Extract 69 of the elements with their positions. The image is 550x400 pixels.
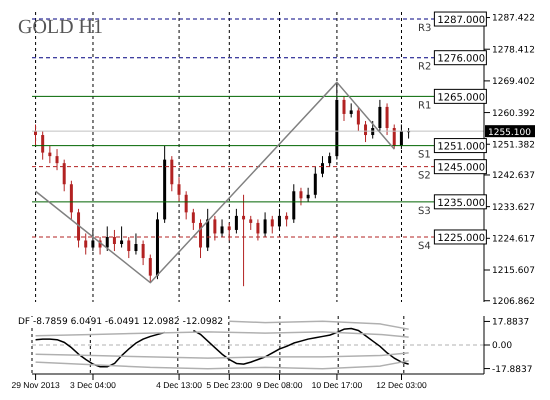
ref-line-label: R1 (418, 100, 432, 112)
y-tick-label: 1269.402 (492, 77, 535, 88)
candlestick (270, 215, 274, 234)
chart-title: DF -8.7859 6.0491 -6.0491 12.0982 -12.0982 (18, 317, 224, 327)
annotation: 1245.000 (437, 162, 486, 174)
candlestick (364, 120, 368, 143)
candlestick (177, 176, 180, 202)
x-tick-label: 5 Dec 23:00 (206, 380, 252, 390)
candlestick (184, 190, 188, 220)
candlestick (350, 102, 353, 118)
candlestick (356, 106, 360, 132)
y-tick-label: 1242.637 (492, 171, 535, 182)
candlestick (220, 218, 224, 238)
x-tick-label: 10 Dec 17:00 (312, 380, 362, 390)
candlestick (299, 187, 302, 206)
line-series (34, 82, 396, 284)
y-tick-label: 0.00 (492, 341, 512, 352)
candlestick (192, 208, 195, 230)
candlestick (285, 212, 288, 227)
candlestick (249, 215, 252, 230)
x-tick-label: 3 Dec 04:00 (70, 380, 116, 390)
y-tick-label: 1260.392 (492, 108, 535, 119)
x-tick-label: 29 Nov 2013 (11, 380, 60, 390)
candlestick (392, 124, 396, 150)
candlestick (34, 124, 37, 146)
annotation: 1276.000 (437, 54, 486, 65)
x-tick-label: 12 Dec 03:00 (376, 380, 428, 390)
y-tick-label: 1251.382 (492, 140, 535, 150)
y-tick-label: 1215.607 (492, 266, 535, 276)
ref-line-label: S2 (418, 170, 431, 182)
annotation: 1251.000 (437, 142, 486, 153)
ref-line-label: S3 (418, 206, 431, 217)
candlestick (264, 212, 267, 238)
y-tick-label: 1287.422 (492, 14, 535, 24)
annotation: 1225.000 (437, 232, 486, 244)
candlestick (314, 166, 317, 199)
ref-line-label: R3 (418, 23, 432, 34)
y-tick-label: 17.8837 (492, 318, 530, 328)
candlestick (342, 96, 346, 122)
candlestick (106, 226, 109, 252)
ref-line-label: S4 (418, 240, 431, 252)
y-tick-label: 1233.627 (492, 202, 535, 213)
candlestick (120, 226, 124, 248)
candlestick (142, 240, 145, 266)
annotation: 1287.000 (437, 15, 486, 26)
candlestick (134, 232, 138, 256)
line-series (228, 320, 410, 330)
candlestick (378, 99, 382, 132)
y-tick-label: -17.8837 (492, 364, 532, 375)
ref-line-label: 1255.100 (488, 128, 532, 138)
annotation: 1265.000 (437, 92, 486, 104)
candlestick (48, 145, 52, 164)
candlestick (328, 152, 332, 168)
candlestick (148, 254, 152, 284)
candlestick (386, 102, 389, 136)
chart-title: GOLD H1 (18, 16, 103, 39)
candlestick (234, 208, 238, 234)
annotation: 1235.000 (437, 198, 486, 209)
ref-line-label: S1 (418, 150, 431, 161)
y-tick-label: 1278.412 (492, 45, 535, 56)
candlestick (306, 187, 310, 202)
y-tick-label: 1206.862 (492, 296, 535, 307)
y-tick-label: 1224.617 (492, 234, 535, 245)
x-tick-label: 9 Dec 08:00 (256, 380, 303, 390)
line-series (34, 360, 410, 370)
candlestick (41, 131, 44, 160)
ref-line-label: R2 (418, 62, 432, 73)
candlestick (320, 156, 324, 178)
x-tick-label: 4 Dec 13:00 (156, 380, 202, 390)
